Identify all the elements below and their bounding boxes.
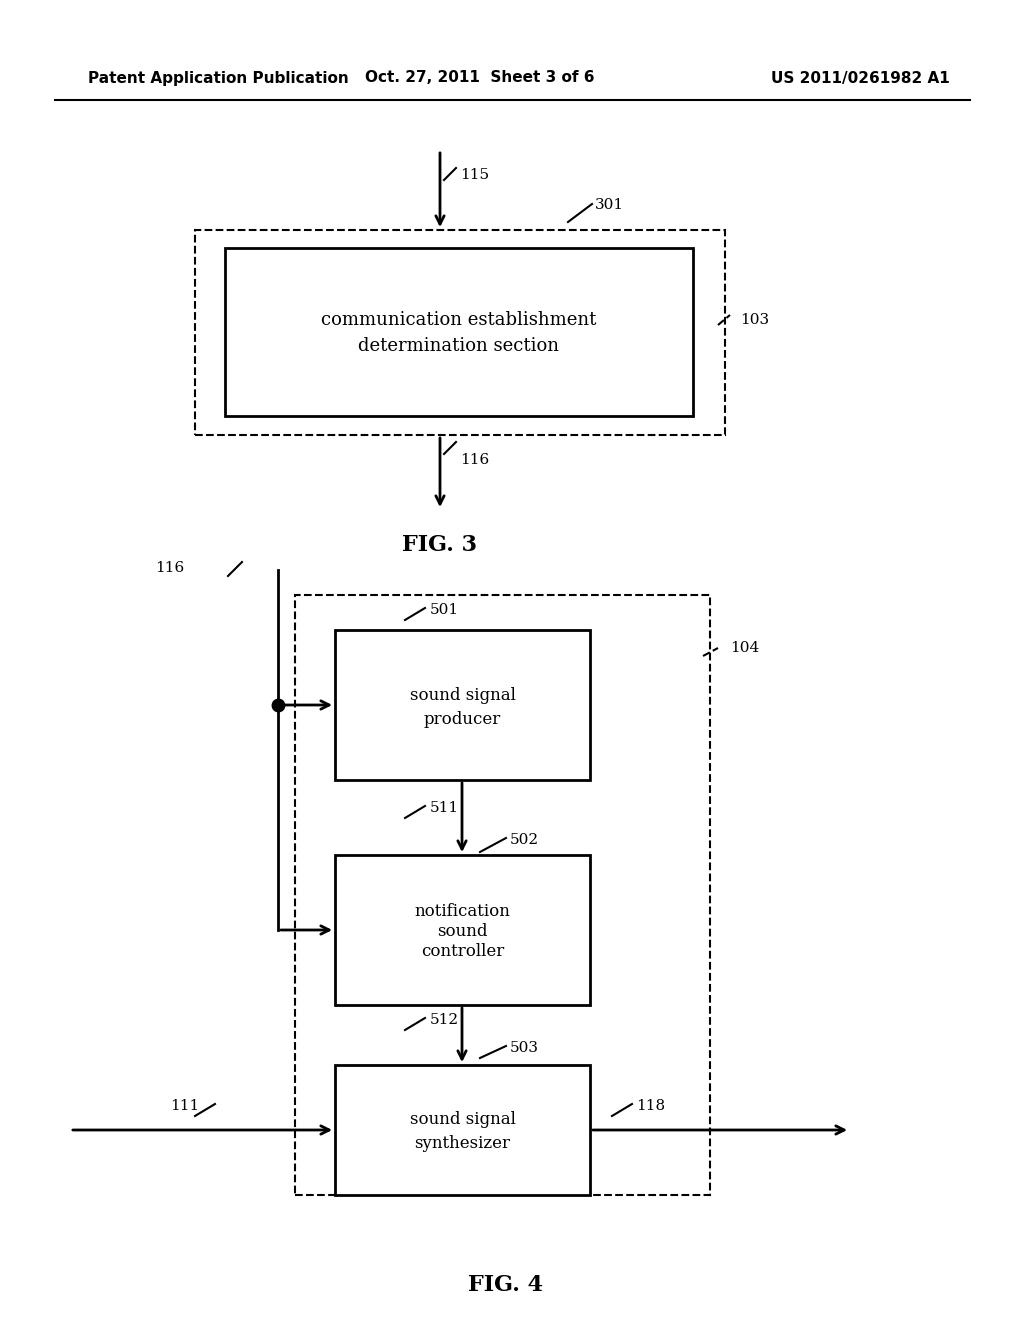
- Text: FIG. 4: FIG. 4: [468, 1274, 543, 1296]
- Text: sound signal: sound signal: [410, 1111, 515, 1129]
- Text: Oct. 27, 2011  Sheet 3 of 6: Oct. 27, 2011 Sheet 3 of 6: [366, 70, 595, 86]
- Text: Patent Application Publication: Patent Application Publication: [88, 70, 349, 86]
- Text: sound: sound: [437, 924, 487, 940]
- Text: 103: 103: [740, 313, 769, 327]
- Bar: [195, 230, 725, 436]
- Text: notification: notification: [415, 903, 510, 920]
- Text: 116: 116: [460, 453, 489, 467]
- Text: 115: 115: [460, 168, 489, 182]
- Text: FIG. 3: FIG. 3: [402, 535, 477, 556]
- Bar: [295, 595, 710, 1195]
- Text: 503: 503: [510, 1041, 539, 1055]
- Text: 512: 512: [430, 1012, 459, 1027]
- Text: producer: producer: [424, 710, 501, 727]
- Text: 511: 511: [430, 801, 459, 814]
- Text: 104: 104: [730, 642, 759, 655]
- Bar: [335, 855, 590, 1005]
- Text: 502: 502: [510, 833, 539, 847]
- Text: communication establishment: communication establishment: [322, 312, 597, 329]
- Text: sound signal: sound signal: [410, 686, 515, 704]
- Text: US 2011/0261982 A1: US 2011/0261982 A1: [771, 70, 950, 86]
- Text: controller: controller: [421, 944, 504, 961]
- Text: 501: 501: [430, 603, 459, 616]
- Text: 116: 116: [155, 561, 184, 576]
- Bar: [335, 1065, 590, 1195]
- Text: 301: 301: [595, 198, 624, 213]
- Bar: [335, 630, 590, 780]
- Text: determination section: determination section: [358, 337, 559, 355]
- Text: 118: 118: [636, 1100, 666, 1113]
- Bar: [225, 248, 693, 416]
- Text: 111: 111: [170, 1100, 200, 1113]
- Text: synthesizer: synthesizer: [415, 1135, 511, 1152]
